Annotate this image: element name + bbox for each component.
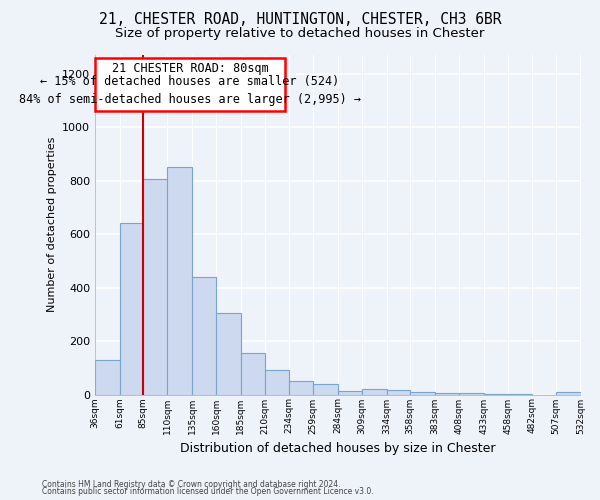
Bar — [410, 392, 434, 394]
Bar — [143, 180, 167, 394]
Bar — [192, 277, 217, 394]
Bar — [119, 224, 143, 394]
Bar — [338, 390, 362, 394]
Text: Contains HM Land Registry data © Crown copyright and database right 2024.: Contains HM Land Registry data © Crown c… — [42, 480, 341, 489]
Text: 21 CHESTER ROAD: 80sqm: 21 CHESTER ROAD: 80sqm — [112, 62, 268, 76]
Bar — [459, 393, 484, 394]
Bar — [434, 393, 459, 394]
Bar — [217, 313, 241, 394]
Bar — [313, 384, 338, 394]
Bar — [556, 392, 581, 394]
Y-axis label: Number of detached properties: Number of detached properties — [47, 137, 56, 312]
Bar — [387, 390, 410, 394]
Text: 84% of semi-detached houses are larger (2,995) →: 84% of semi-detached houses are larger (… — [19, 94, 361, 106]
X-axis label: Distribution of detached houses by size in Chester: Distribution of detached houses by size … — [180, 442, 496, 455]
Text: Size of property relative to detached houses in Chester: Size of property relative to detached ho… — [115, 28, 485, 40]
Bar — [167, 168, 192, 394]
Bar — [241, 352, 265, 395]
Bar — [95, 360, 119, 394]
Bar — [362, 389, 387, 394]
Bar — [265, 370, 289, 394]
Bar — [289, 381, 313, 394]
Text: 21, CHESTER ROAD, HUNTINGTON, CHESTER, CH3 6BR: 21, CHESTER ROAD, HUNTINGTON, CHESTER, C… — [99, 12, 501, 28]
Text: Contains public sector information licensed under the Open Government Licence v3: Contains public sector information licen… — [42, 487, 374, 496]
FancyBboxPatch shape — [95, 58, 285, 111]
Text: ← 15% of detached houses are smaller (524): ← 15% of detached houses are smaller (52… — [40, 75, 340, 88]
